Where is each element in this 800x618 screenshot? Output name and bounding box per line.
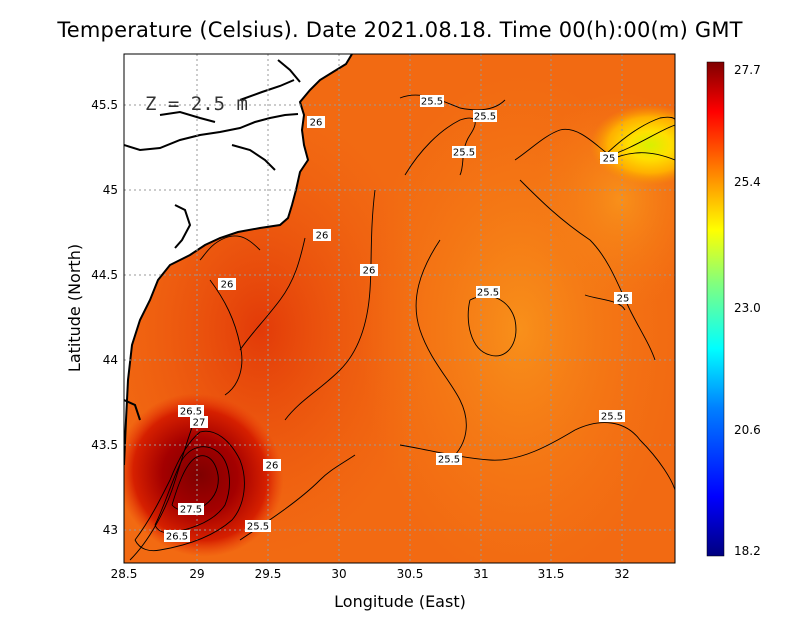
svg-text:26: 26 bbox=[363, 266, 376, 277]
svg-text:25.5: 25.5 bbox=[438, 455, 460, 466]
x-tick: 30.5 bbox=[397, 567, 424, 581]
coastline bbox=[124, 54, 353, 466]
svg-text:25.5: 25.5 bbox=[421, 97, 443, 108]
contour-label-11: 26.5 bbox=[178, 405, 204, 418]
x-tick: 31 bbox=[473, 567, 488, 581]
contour-label-8: 26 bbox=[218, 278, 236, 291]
colorbar: 27.7 25.4 23.0 20.6 18.2 bbox=[706, 61, 761, 558]
svg-text:26.5: 26.5 bbox=[166, 532, 188, 543]
x-tick: 30 bbox=[331, 567, 346, 581]
y-tick: 45 bbox=[103, 183, 118, 197]
svg-text:27: 27 bbox=[193, 418, 206, 429]
y-tick: 44 bbox=[103, 353, 118, 367]
x-tick: 28.5 bbox=[111, 567, 138, 581]
colorbar-tick: 18.2 bbox=[734, 544, 761, 558]
land-mass bbox=[124, 54, 352, 465]
depth-label: Z = 2.5 m bbox=[145, 93, 248, 115]
contour-label-16: 27.5 bbox=[178, 503, 204, 516]
svg-text:26: 26 bbox=[310, 118, 323, 129]
cool-spot-northeast bbox=[590, 105, 675, 185]
contour-label-9: 25.5 bbox=[476, 286, 500, 299]
x-tick: 29 bbox=[189, 567, 204, 581]
contour-label-6: 26 bbox=[313, 229, 331, 242]
contour-label-15: 25.5 bbox=[436, 453, 462, 466]
contour-label-14: 26 bbox=[263, 459, 281, 472]
contour-label-17: 26.5 bbox=[164, 530, 190, 543]
svg-text:26: 26 bbox=[221, 280, 234, 291]
map-title: Temperature (Celsius). Date 2021.08.18. … bbox=[57, 18, 743, 42]
svg-text:26.5: 26.5 bbox=[180, 407, 202, 418]
contour-label-3: 26 bbox=[307, 116, 325, 129]
svg-text:26: 26 bbox=[316, 231, 329, 242]
contour-label-18: 25.5 bbox=[245, 520, 271, 533]
colorbar-tick: 23.0 bbox=[734, 301, 761, 315]
contour-label-2: 25.5 bbox=[473, 110, 497, 123]
y-tick: 45.5 bbox=[91, 98, 118, 112]
colorbar-tick: 25.4 bbox=[734, 175, 761, 189]
svg-text:25.5: 25.5 bbox=[601, 412, 623, 423]
svg-text:26: 26 bbox=[266, 461, 279, 472]
contour-label-13: 25.5 bbox=[599, 410, 625, 423]
svg-text:25.5: 25.5 bbox=[477, 288, 499, 299]
y-axis-label: Latitude (North) bbox=[65, 244, 84, 372]
svg-text:25.5: 25.5 bbox=[247, 522, 269, 533]
x-tick: 31.5 bbox=[538, 567, 565, 581]
colorbar-tick: 20.6 bbox=[734, 423, 761, 437]
colorbar-tick: 27.7 bbox=[734, 63, 761, 77]
contour-label-5: 25 bbox=[600, 152, 618, 165]
plot-frame bbox=[123, 53, 676, 564]
colorbar-gradient bbox=[706, 61, 725, 557]
y-tick: 43 bbox=[103, 523, 118, 537]
svg-text:27.5: 27.5 bbox=[180, 505, 202, 516]
svg-text:25.5: 25.5 bbox=[453, 148, 475, 159]
contour-label-group: 25.5 25.5 26 25.5 25 26 26 26 25.5 25 26… bbox=[164, 95, 632, 543]
svg-text:25: 25 bbox=[603, 154, 616, 165]
contour-label-12: 27 bbox=[190, 416, 208, 429]
svg-text:25.5: 25.5 bbox=[474, 112, 496, 123]
y-tick: 43.5 bbox=[91, 438, 118, 452]
hot-core-region bbox=[124, 393, 284, 557]
x-tick: 32 bbox=[614, 567, 629, 581]
contour-label-1: 25.5 bbox=[420, 95, 444, 108]
x-tick: 29.5 bbox=[255, 567, 282, 581]
x-axis-label: Longitude (East) bbox=[334, 592, 466, 611]
contour-label-10: 25 bbox=[614, 292, 632, 305]
y-tick-labels: 45.5 45 44.5 44 43.5 43 bbox=[91, 98, 118, 537]
grid-lines bbox=[124, 54, 675, 563]
y-tick: 44.5 bbox=[91, 268, 118, 282]
contour-label-4: 25.5 bbox=[452, 146, 476, 159]
svg-text:25: 25 bbox=[617, 294, 630, 305]
contour-label-7: 26 bbox=[360, 264, 378, 277]
x-tick-labels: 28.5 29 29.5 30 30.5 31 31.5 32 bbox=[111, 567, 630, 581]
